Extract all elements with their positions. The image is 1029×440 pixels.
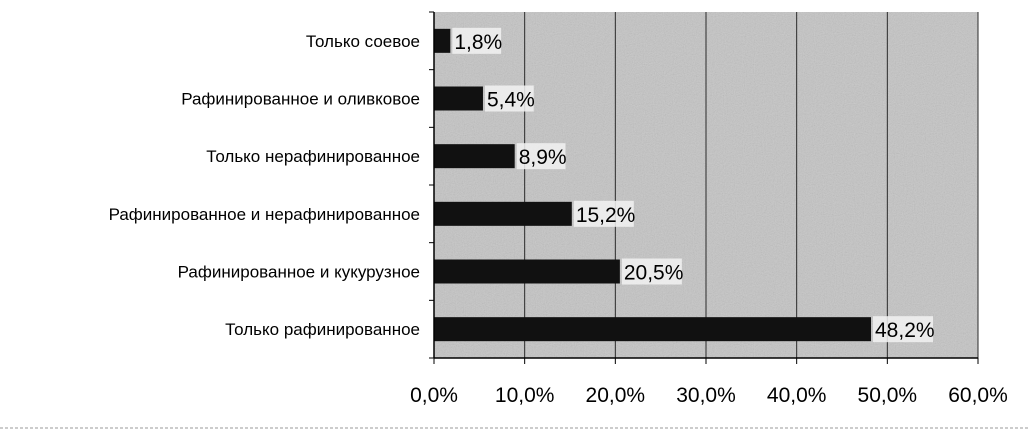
data-label-background xyxy=(516,143,566,170)
bar xyxy=(434,317,872,342)
x-tick-label: 60,0% xyxy=(948,384,1008,407)
data-label-background xyxy=(484,85,534,112)
x-tick-label: 30,0% xyxy=(676,384,736,407)
category-label: Только нерафинированное xyxy=(206,147,420,166)
bar xyxy=(434,28,451,53)
data-label: 8,9% xyxy=(519,146,567,169)
x-tick-label: 50,0% xyxy=(858,384,918,407)
labels: 1,8% Только соевое 5,4% Рафинированное и ол… xyxy=(109,27,935,343)
x-tick-label: 10,0% xyxy=(495,384,555,407)
category-label: Рафинированное и нерафинированное xyxy=(109,205,420,224)
data-label: 20,5% xyxy=(624,262,684,285)
bar xyxy=(434,86,483,111)
gridlines xyxy=(524,12,979,358)
data-label: 1,8% xyxy=(454,31,502,54)
bar xyxy=(434,201,572,226)
category-label: Рафинированное и кукурузное xyxy=(178,263,420,282)
axes: 0,0% 10,0% 20,0% 30,0% 40,0% 50,0% 60,0% xyxy=(0,11,1029,429)
x-tick-label: 40,0% xyxy=(767,384,827,407)
bar xyxy=(434,259,620,284)
category-label: Только рафинированное xyxy=(225,320,420,339)
category-label: Рафинированное и оливковое xyxy=(181,90,420,109)
data-label-background xyxy=(621,258,682,285)
data-label: 15,2% xyxy=(576,204,636,227)
x-tick-label: 20,0% xyxy=(586,384,646,407)
data-label-background xyxy=(573,200,634,227)
bars xyxy=(434,28,872,342)
data-label-background xyxy=(452,27,502,54)
data-label: 5,4% xyxy=(487,89,535,112)
bar xyxy=(434,144,515,169)
data-label-background xyxy=(873,316,934,343)
x-tick-label: 0,0% xyxy=(410,384,458,407)
category-label: Только соевое xyxy=(306,32,420,51)
data-label: 48,2% xyxy=(875,319,935,342)
